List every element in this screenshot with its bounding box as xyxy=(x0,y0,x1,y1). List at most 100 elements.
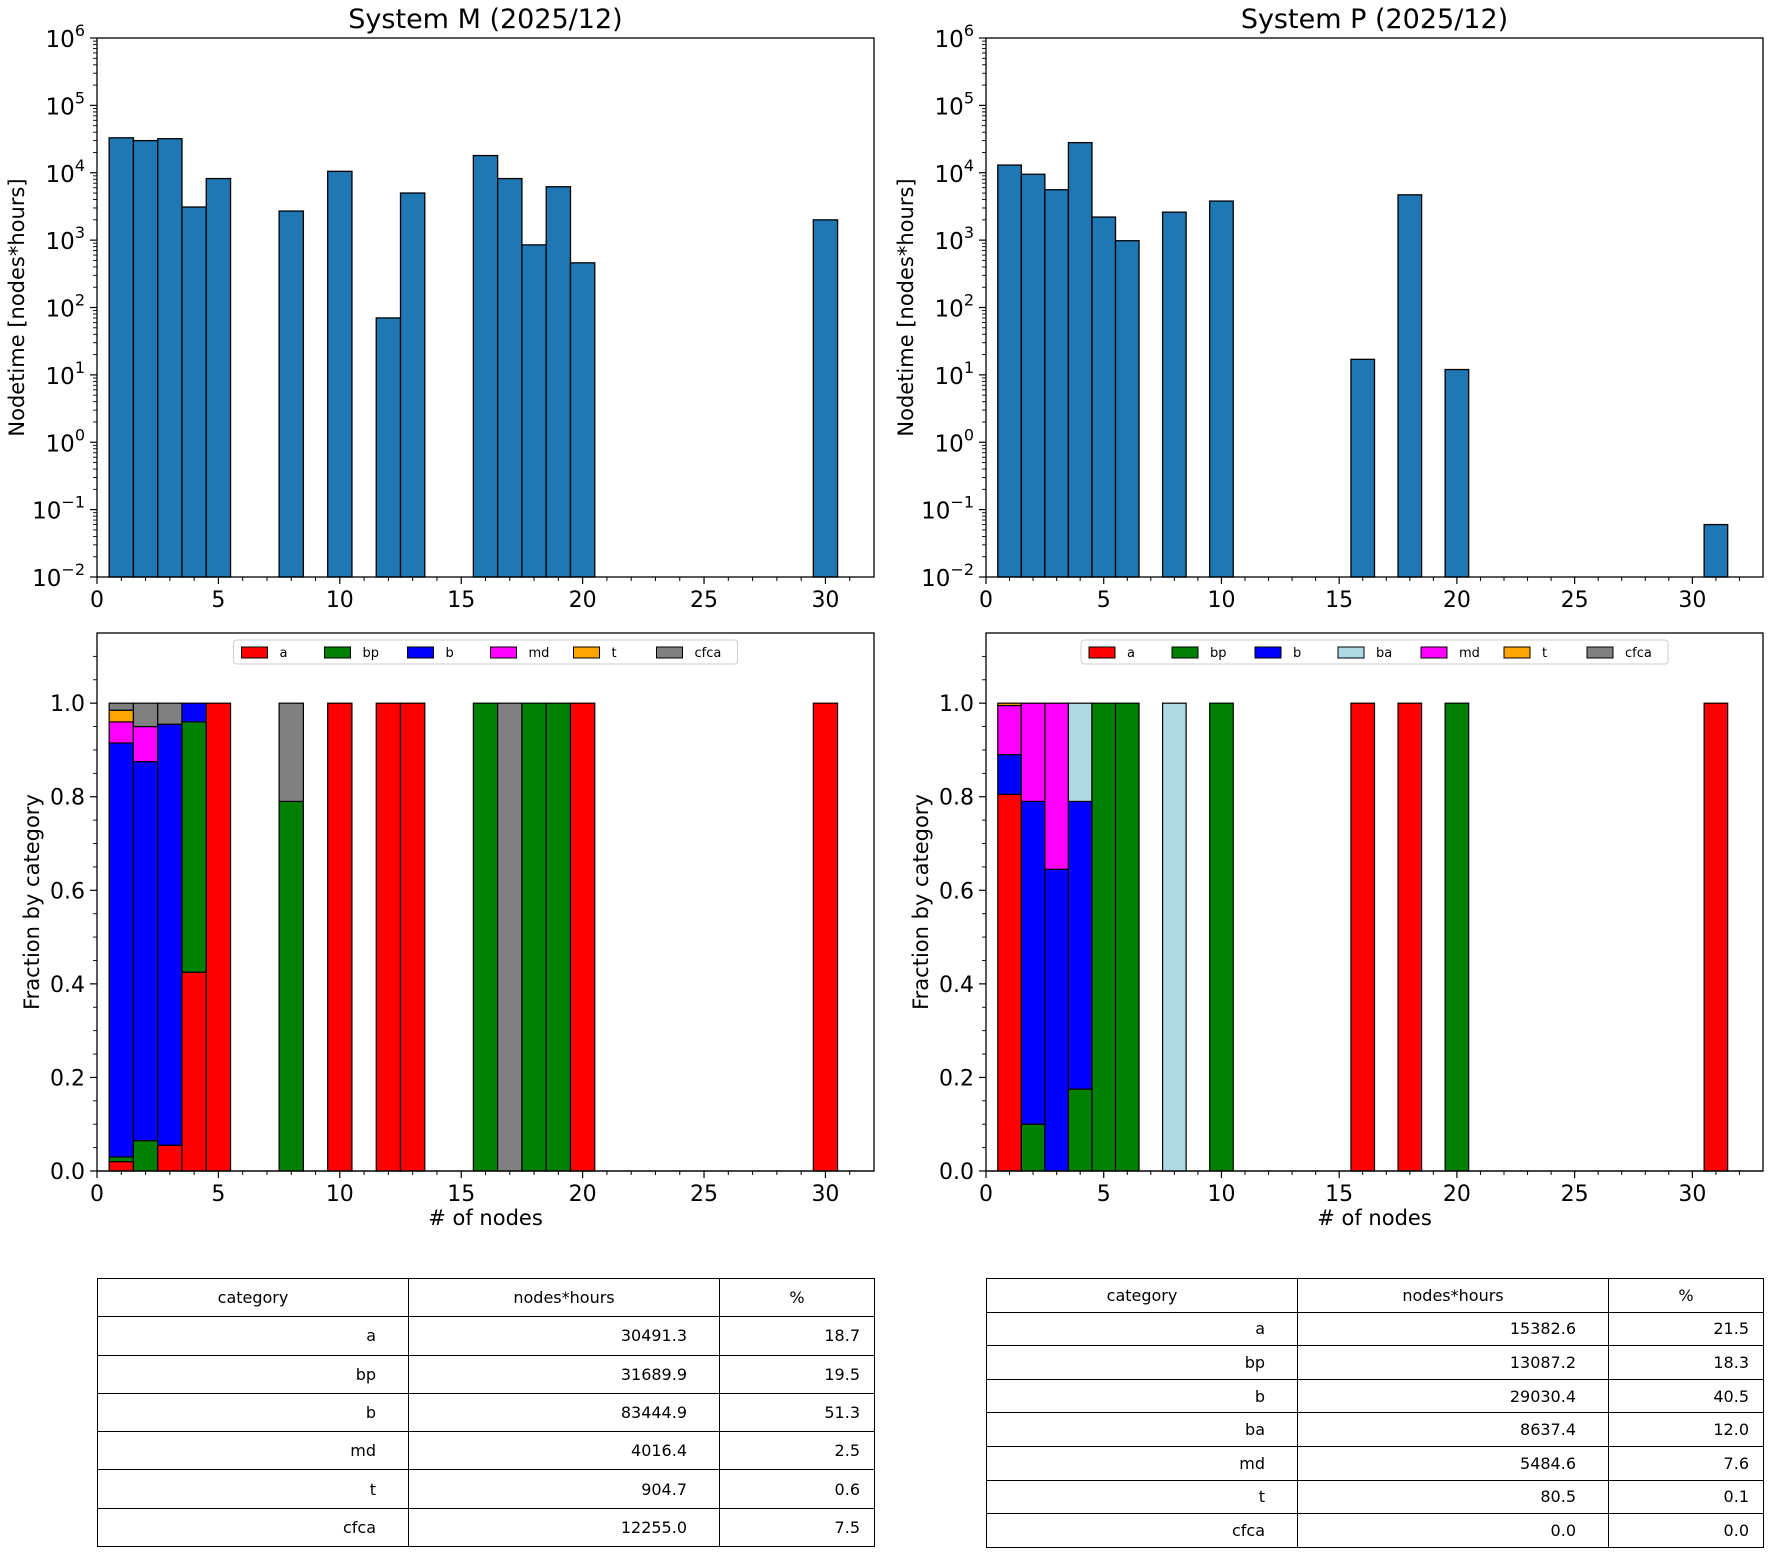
frac-m-bar-a xyxy=(181,971,207,1172)
frac-p-bar-a xyxy=(1703,702,1729,1172)
frac-p-legend-swatch-md xyxy=(1420,646,1448,659)
frac-p-legend-swatch-ba xyxy=(1337,646,1365,659)
frac-p-legend-swatch-bp xyxy=(1171,646,1199,659)
frac-p-bar-a xyxy=(997,793,1022,1172)
hist-p-bar xyxy=(1703,523,1729,578)
frac-p-xtick-label: 10 xyxy=(1207,1182,1235,1207)
table-system-m: category nodes*hours% a 30491.3 18.7 bp 31689.… xyxy=(97,1277,875,1548)
hist-p-ytick-label: 102 xyxy=(935,291,974,323)
frac-p-ytick-label: 0.6 xyxy=(939,879,974,904)
table-row: a 15382.6 21.5 xyxy=(986,1311,1764,1347)
table-row: ba 8637.4 12.0 xyxy=(986,1412,1764,1447)
frac-p-xtick-label: 25 xyxy=(1561,1182,1589,1207)
frac-m-bar-a xyxy=(327,702,353,1172)
hist-m-bar xyxy=(399,192,426,578)
table-cell: 83444.9 xyxy=(408,1392,720,1433)
hist-p-bar xyxy=(1350,358,1376,578)
frac-p-bar-a xyxy=(1397,702,1423,1172)
hist-m-frame xyxy=(96,37,875,578)
frac-m-ytick-label: 1.0 xyxy=(50,692,85,717)
table-cell: 4016.4 xyxy=(408,1431,720,1471)
frac-p-bar-t xyxy=(997,702,1022,707)
hist-p-ylabel: Nodetime [nodes*hours] xyxy=(894,178,918,436)
frac-m-bar-md xyxy=(132,725,159,763)
frac-m-legend-swatch-a xyxy=(241,646,268,659)
table-cell: 31689.9 xyxy=(408,1354,720,1394)
hist-m-xtick-label: 10 xyxy=(326,588,354,613)
table-cell: 80.5 xyxy=(1297,1479,1609,1515)
table-cell: 30491.3 xyxy=(408,1316,720,1356)
frac-m-bar-a xyxy=(108,1161,135,1172)
table-cell: 5484.6 xyxy=(1297,1445,1609,1481)
frac-p-bar-bp xyxy=(1209,702,1234,1172)
hist-p-ytick-label: 10−2 xyxy=(921,560,974,592)
frac-p-bar-b xyxy=(1020,800,1046,1125)
frac-m-bar-cfca xyxy=(108,702,135,711)
table-cell: 15382.6 xyxy=(1297,1311,1609,1347)
frac-p-xtick-label: 20 xyxy=(1443,1182,1471,1207)
hist-m-bar xyxy=(472,154,499,578)
frac-m-bar-bp xyxy=(108,1156,135,1163)
hist-m-ylabel: Nodetime [nodes*hours] xyxy=(5,178,29,436)
frac-m-bar-bp xyxy=(278,800,304,1172)
table-cell: 29030.4 xyxy=(1297,1378,1609,1414)
hist-m-xtick-label: 15 xyxy=(447,588,475,613)
frac-p-legend-label-b: b xyxy=(1293,646,1301,661)
hist-p-ytick-label: 103 xyxy=(935,223,974,255)
frac-p-bar-a xyxy=(1350,702,1376,1172)
frac-m-bar-bp xyxy=(521,702,547,1172)
frac-p-bar-b xyxy=(997,754,1022,795)
frac-p-legend-label-ba: ba xyxy=(1376,646,1392,661)
frac-m-bar-a xyxy=(569,702,596,1172)
frac-m-legend-swatch-bp xyxy=(324,646,351,659)
hist-m-ytick-label: 103 xyxy=(46,223,85,255)
frac-p-legend-label-bp: bp xyxy=(1210,646,1227,661)
frac-m-ylabel: Fraction by category xyxy=(20,794,44,1010)
frac-m-legend xyxy=(233,639,738,665)
frac-p-bar-md xyxy=(1044,702,1070,870)
frac-p-legend-swatch-a xyxy=(1088,646,1116,659)
table-row: bp 13087.2 18.3 xyxy=(986,1345,1764,1380)
hist-p-xtick-label: 30 xyxy=(1678,588,1706,613)
table-header-cell: nodes*hours xyxy=(1297,1278,1609,1313)
frac-m-bar-b xyxy=(157,723,183,1146)
frac-m-ytick-label: 0.6 xyxy=(50,879,85,904)
hist-m-xtick-label: 0 xyxy=(90,588,104,613)
hist-p-bar xyxy=(1444,368,1470,578)
frac-m-xtick-label: 30 xyxy=(811,1182,839,1207)
frac-m-bar-cfca xyxy=(278,702,304,803)
table-cell: 18.7 xyxy=(719,1316,875,1356)
frac-m-legend-label-cfca: cfca xyxy=(695,646,722,661)
frac-m-bar-bp xyxy=(132,1139,159,1172)
frac-m-bar-bp xyxy=(181,721,207,973)
hist-p-bar xyxy=(1397,194,1423,578)
table-header-cell: category xyxy=(986,1278,1298,1313)
frac-p-bar-md xyxy=(997,704,1022,756)
hist-m-bar xyxy=(521,244,547,578)
table-row: b 83444.9 51.3 xyxy=(97,1392,875,1433)
hist-p-bar xyxy=(997,164,1022,578)
frac-m-bar-cfca xyxy=(132,702,159,728)
hist-p-xtick-label: 15 xyxy=(1325,588,1353,613)
frac-m-bar-cfca xyxy=(157,702,183,725)
frac-m-bar-a xyxy=(399,702,426,1172)
frac-m-bar-a xyxy=(157,1144,183,1172)
frac-m-legend-swatch-cfca xyxy=(656,646,683,659)
table-cell: 0.0 xyxy=(1297,1513,1609,1548)
frac-m-bar-md xyxy=(108,721,135,744)
frac-m-xtick-label: 5 xyxy=(211,1182,225,1207)
hist-m-bar xyxy=(278,210,305,578)
hist-m-bar xyxy=(205,177,232,578)
frac-p-xtick-label: 15 xyxy=(1325,1182,1353,1207)
frac-p-legend-label-a: a xyxy=(1127,646,1135,661)
hist-m-ytick-label: 102 xyxy=(46,291,85,323)
hist-p-ytick-label: 100 xyxy=(935,425,974,457)
frac-m-legend-label-b: b xyxy=(446,646,454,661)
frac-m-legend-swatch-md xyxy=(490,646,517,659)
frac-p-legend-label-md: md xyxy=(1459,646,1480,661)
table-cell: 0.1 xyxy=(1608,1479,1764,1515)
frac-m-legend-label-md: md xyxy=(529,646,550,661)
hist-p-bar xyxy=(1044,189,1070,578)
frac-p-xtick-label: 5 xyxy=(1097,1182,1111,1207)
table-cell: a xyxy=(986,1311,1298,1347)
